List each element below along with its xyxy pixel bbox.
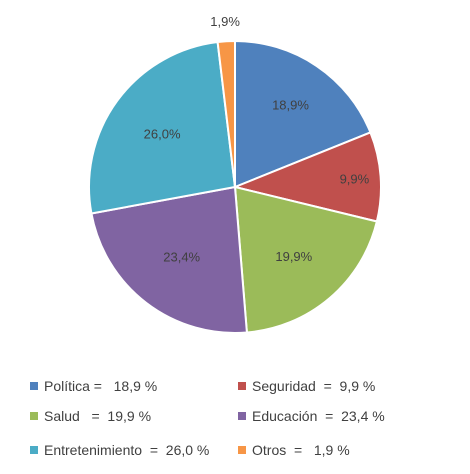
legend-swatch-entretenimiento [30,446,38,454]
legend-swatch-salud [30,412,38,420]
pie-data-labels: 18,9% 9,9% 19,9% 23,4% 26,0% 1,9% [144,14,370,265]
data-label-otros: 1,9% [210,14,240,29]
pie-chart: 18,9% 9,9% 19,9% 23,4% 26,0% 1,9% [88,14,382,334]
legend-swatch-educacion [238,412,246,420]
legend-swatch-seguridad [238,382,246,390]
pie-slice-educacion [90,185,248,334]
pie-slice-salud [233,185,379,334]
legend-label-salud: Salud = 19,9 % [44,408,152,424]
legend-label-educacion: Educación = 23,4 % [252,408,385,424]
legend-label-otros: Otros = 1,9 % [252,442,350,458]
legend-swatch-otros [238,446,246,454]
pie-slice-politica [234,39,372,189]
legend-swatch-politica [30,382,38,390]
legend-item-otros: Otros = 1,9 % [238,442,350,458]
legend-label-entretenimiento: Entretenimiento = 26,0 % [44,442,210,458]
data-label-salud: 19,9% [275,249,312,264]
legend-item-entretenimiento: Entretenimiento = 26,0 % [30,442,209,458]
data-label-educacion: 23,4% [163,250,200,265]
legend-item-seguridad: Seguridad = 9,9 % [238,378,375,394]
legend-item-educacion: Educación = 23,4 % [238,408,385,424]
legend-item-politica: Política = 18,9 % [30,378,157,394]
legend-label-politica: Política = 18,9 % [44,378,158,394]
data-label-seguridad: 9,9% [340,171,370,186]
data-label-entretenimiento: 26,0% [144,126,181,141]
pie-slice-entretenimiento [88,40,237,215]
legend-label-seguridad: Seguridad = 9,9 % [252,378,376,394]
pie-slice-seguridad [231,131,382,223]
pie-slice-otros [216,39,236,188]
pie-slices [88,39,382,334]
data-label-politica: 18,9% [272,98,309,113]
legend-item-salud: Salud = 19,9 % [30,408,151,424]
